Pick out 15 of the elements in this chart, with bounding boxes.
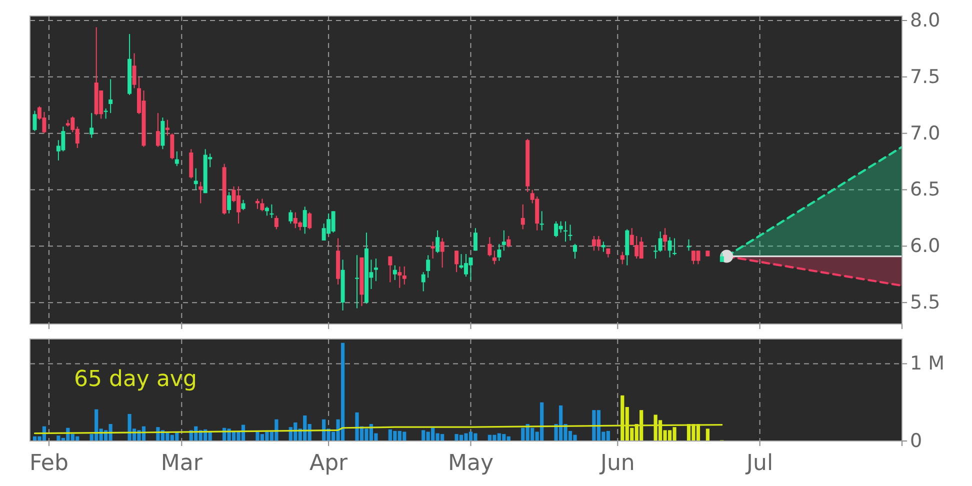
x-tick-label: Mar: [160, 451, 204, 476]
y-tick-label: 1 M: [910, 352, 945, 375]
x-tick-label: Apr: [310, 451, 349, 476]
y-tick-label: 7.0: [910, 122, 940, 144]
y-tick-label: 5.5: [910, 292, 940, 314]
y-tick-label: 6.5: [910, 178, 940, 201]
y-tick-label: 7.5: [910, 66, 940, 88]
y-tick-label: 8.0: [910, 10, 940, 32]
y-tick-label: 6.0: [910, 235, 940, 258]
series-label: 65 day avg: [74, 367, 197, 392]
x-tick-label: Jul: [744, 451, 774, 476]
x-tick-label: May: [448, 451, 494, 476]
x-tick-label: Jun: [598, 451, 635, 476]
y-tick-label: 0: [910, 430, 922, 452]
x-tick-label: Feb: [29, 451, 68, 476]
